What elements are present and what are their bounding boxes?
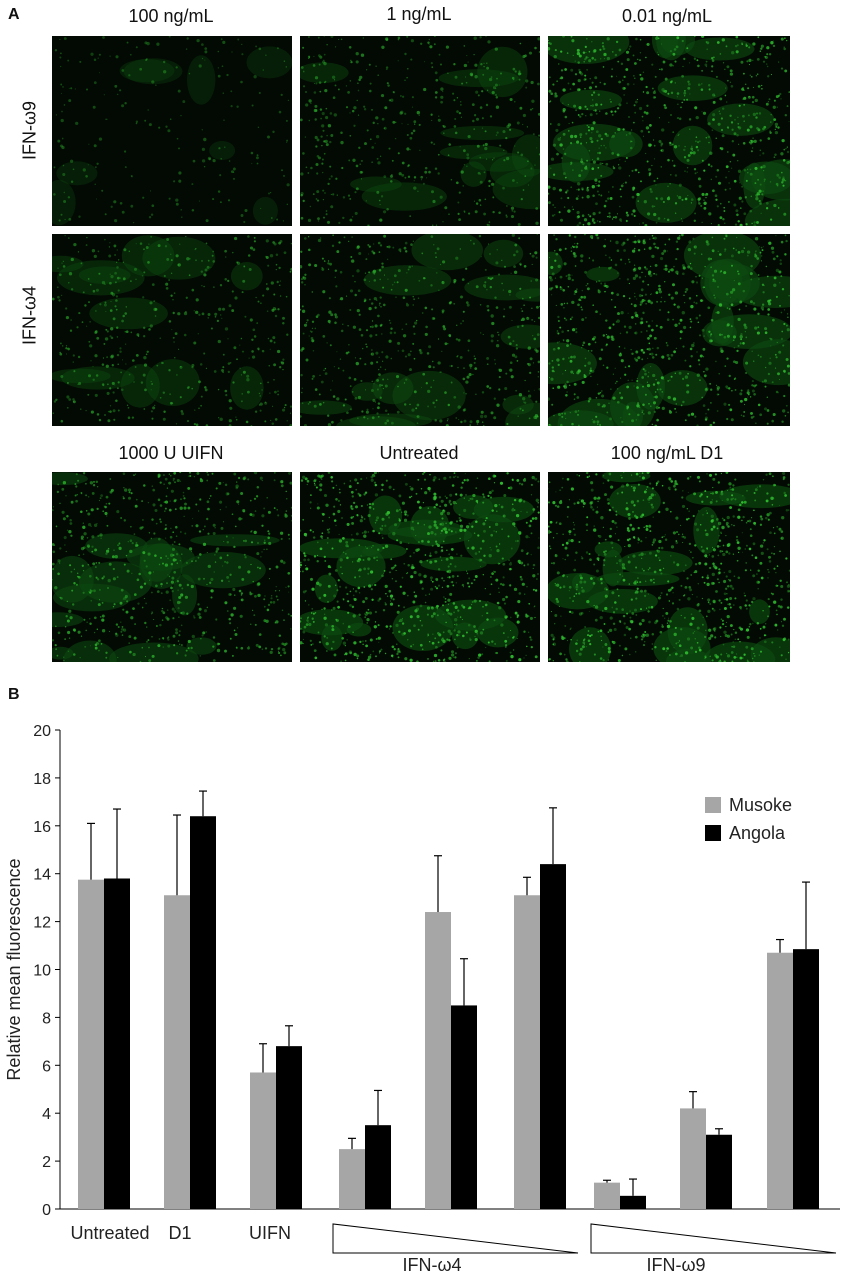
- group-label: IFN-ω4: [402, 1255, 461, 1272]
- bar-angola-1: [190, 816, 216, 1209]
- y-tick-label: 10: [33, 963, 51, 980]
- legend-swatch-angola: [705, 825, 721, 841]
- y-tick-label: 14: [33, 867, 51, 884]
- bar-musoke-5: [514, 895, 540, 1209]
- legend-label-musoke: Musoke: [729, 795, 792, 815]
- fluorescence-texture: [52, 36, 292, 226]
- fluorescence-texture: [548, 36, 790, 226]
- micrograph-ifn-w9-001ng: [548, 36, 790, 226]
- fluorescence-texture: [52, 472, 292, 662]
- fluorescence-texture: [300, 234, 540, 426]
- bar-musoke-2: [250, 1072, 276, 1209]
- column-label-001ng: 0.01 ng/mL: [621, 6, 713, 26]
- y-tick-label: 2: [42, 1154, 51, 1171]
- bar-musoke-0: [78, 879, 104, 1209]
- micrograph-ifn-w4-100ng: [52, 234, 292, 426]
- column-label-100ng: 100 ng/mL: [128, 6, 214, 26]
- column-label-d1: 100 ng/mL D1: [610, 443, 724, 463]
- y-tick-label: 12: [33, 915, 51, 932]
- bar-angola-5: [540, 864, 566, 1209]
- dose-triangle-ifn-w9: [590, 1223, 837, 1254]
- y-tick-label: 0: [42, 1202, 51, 1219]
- micrograph-ifn-w9-1ng: [300, 36, 540, 226]
- y-tick-label: 20: [33, 723, 51, 740]
- y-tick-label: 4: [42, 1106, 51, 1123]
- bar-musoke-4: [425, 912, 451, 1209]
- panel-a-letter: A: [8, 6, 20, 23]
- micrograph-uifn: [52, 472, 292, 662]
- fluorescence-texture: [300, 472, 540, 662]
- x-category-label: Untreated: [70, 1223, 149, 1243]
- y-tick-label: 8: [42, 1010, 51, 1027]
- bar-angola-0: [104, 878, 130, 1209]
- bar-angola-4: [451, 1005, 477, 1209]
- micrograph-d1: [548, 472, 790, 662]
- fluorescence-texture: [548, 234, 790, 426]
- y-tick-label: 16: [33, 819, 51, 836]
- x-category-label: UIFN: [249, 1223, 291, 1243]
- panel-b-letter: B: [8, 686, 20, 703]
- micrograph-untreated: [300, 472, 540, 662]
- bar-angola-3: [365, 1125, 391, 1209]
- group-label: IFN-ω9: [646, 1255, 705, 1272]
- bar-musoke-6: [594, 1182, 620, 1209]
- micrograph-ifn-w9-100ng: [52, 36, 292, 226]
- column-label-untreated: Untreated: [379, 443, 459, 463]
- y-axis-title: Relative mean fluorescence: [4, 858, 24, 1080]
- bar-musoke-7: [680, 1108, 706, 1209]
- dose-triangle-ifn-w4: [332, 1223, 579, 1254]
- micrograph-ifn-w4-001ng: [548, 234, 790, 426]
- legend-swatch-musoke: [705, 797, 721, 813]
- x-category-label: D1: [168, 1223, 191, 1243]
- fluorescence-texture: [52, 235, 292, 426]
- row-label-ifn-w4: IFN-ω4: [19, 285, 40, 346]
- y-tick-label: 6: [42, 1058, 51, 1075]
- column-label-1ng: 1 ng/mL: [386, 4, 452, 24]
- row-label-ifn-w9: IFN-ω9: [19, 100, 40, 161]
- bar-angola-7: [706, 1134, 732, 1209]
- bar-musoke-3: [339, 1149, 365, 1209]
- bar-musoke-1: [164, 895, 190, 1209]
- legend-label-angola: Angola: [729, 823, 786, 843]
- y-tick-label: 18: [33, 771, 51, 788]
- micrograph-ifn-w4-1ng: [300, 234, 540, 426]
- fluorescence-texture: [300, 36, 540, 226]
- bar-chart: 0 2 4 6 8 10 12 14 16 18 20 Relative mean fluoresce…: [4, 723, 840, 1272]
- fluorescence-texture: [548, 472, 790, 662]
- bar-angola-8: [793, 949, 819, 1209]
- bar-musoke-8: [767, 952, 793, 1209]
- bar-angola-2: [276, 1046, 302, 1209]
- column-label-uifn: 1000 U UIFN: [118, 443, 224, 463]
- bar-angola-6: [620, 1195, 646, 1209]
